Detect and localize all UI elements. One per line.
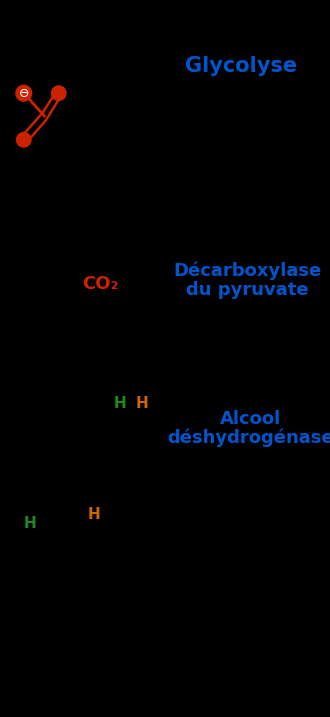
Text: ⊖: ⊖ [18,87,29,100]
Text: Alcool: Alcool [220,410,281,429]
Ellipse shape [15,85,32,102]
Ellipse shape [51,85,67,101]
Text: Décarboxylase: Décarboxylase [173,262,322,280]
Text: CO₂: CO₂ [82,275,119,293]
Text: Glycolyse: Glycolyse [185,56,297,76]
Text: H: H [114,397,127,411]
Text: du pyruvate: du pyruvate [186,280,309,299]
Text: déshydrogénase: déshydrogénase [168,428,330,447]
Text: H: H [23,516,36,531]
Ellipse shape [16,132,32,148]
Text: H: H [88,507,100,521]
Text: H: H [136,397,148,411]
